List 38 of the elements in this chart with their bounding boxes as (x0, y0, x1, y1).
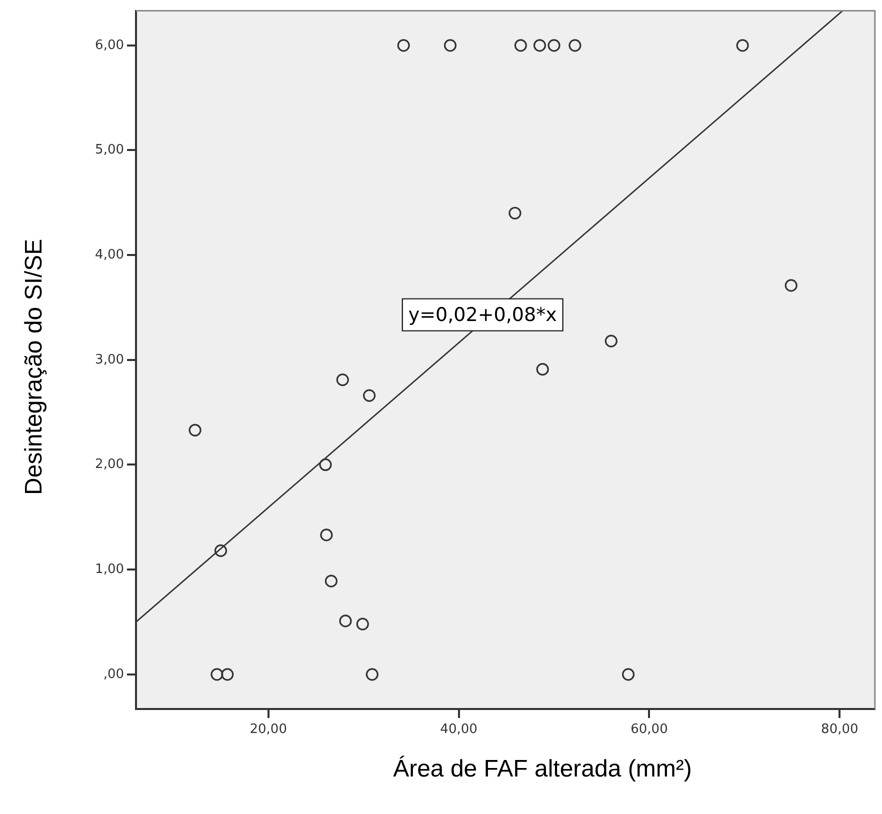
point (533, 39, 546, 52)
y-tick-label: 4,00 (95, 247, 124, 262)
point (508, 206, 522, 220)
point (188, 424, 202, 436)
point (210, 668, 224, 681)
point (514, 39, 527, 52)
y-tick-label: 2,00 (95, 457, 124, 472)
y-tick-label: ,00 (103, 666, 124, 682)
x-tick-label: 40,00 (440, 722, 478, 738)
y-tick-label: 5,00 (95, 142, 124, 158)
y-tick-label: 1,00 (95, 562, 124, 577)
point (568, 39, 582, 52)
point (362, 389, 376, 402)
point (604, 334, 618, 348)
point (784, 279, 798, 292)
x-tick-label: 80,00 (821, 722, 858, 738)
point (366, 668, 378, 681)
point (221, 668, 234, 681)
point (339, 614, 352, 628)
y-tick-label: 6,00 (95, 38, 124, 53)
point (324, 574, 338, 588)
x-tick-label: 60,00 (630, 722, 668, 738)
point (356, 618, 369, 630)
y-axis-title: Desintegração do SI/SE (20, 238, 48, 495)
point (548, 39, 560, 52)
x-axis-title: Área de FAF alterada (mm²) (393, 756, 692, 783)
y-tick-label: 3,00 (95, 352, 124, 368)
point (444, 39, 457, 52)
annotation: y=0,02+0,08*x (408, 304, 557, 326)
point (622, 668, 635, 681)
point (320, 528, 333, 542)
x-tick-label: 20,00 (250, 722, 287, 738)
point (736, 39, 749, 52)
point (319, 458, 332, 472)
point (397, 39, 410, 52)
point (536, 363, 549, 376)
point (214, 544, 228, 557)
point (336, 374, 349, 386)
